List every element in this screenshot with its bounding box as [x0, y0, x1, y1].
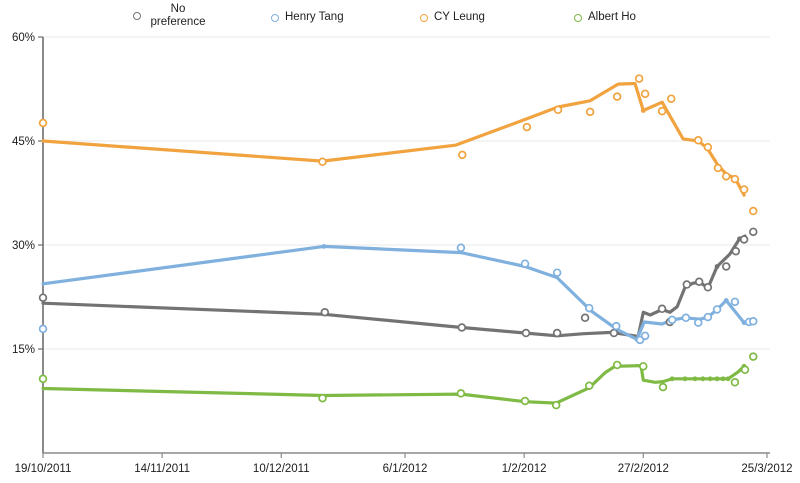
cy-leung-poll-point[interactable]	[694, 136, 703, 145]
albert-ho-trend-dot	[714, 376, 720, 382]
legend-item-albert-ho[interactable]: Albert Ho	[574, 11, 636, 24]
legend-item-henry-tang[interactable]: Henry Tang	[271, 11, 344, 24]
chart-legend: No preference Henry Tang CY Leung Albert…	[0, 0, 800, 34]
albert-ho-poll-point[interactable]	[612, 360, 622, 370]
cy-leung-poll-point[interactable]	[458, 150, 467, 160]
no-preference-marker-icon	[133, 12, 141, 20]
no-preference-poll-point[interactable]	[580, 313, 590, 323]
cy-leung-poll-point[interactable]	[612, 92, 622, 101]
cy-leung-poll-point[interactable]	[703, 142, 713, 152]
legend-label: Albert Ho	[588, 11, 636, 23]
no-preference-poll-point[interactable]	[609, 328, 619, 338]
legend-item-no-preference[interactable]: No preference	[133, 3, 209, 29]
henry-tang-poll-point[interactable]	[584, 303, 594, 313]
x-tick-label: 19/10/2011	[15, 463, 72, 475]
no-preference-poll-point[interactable]	[749, 227, 758, 237]
albert-ho-trend-dot	[725, 376, 731, 382]
cy-leung-trend-dot	[640, 108, 646, 113]
henry-tang-poll-point[interactable]	[681, 313, 691, 323]
cy-leung-poll-point[interactable]	[721, 172, 731, 181]
legend-item-cy-leung[interactable]: CY Leung	[420, 11, 485, 24]
no-preference-poll-point[interactable]	[731, 246, 741, 256]
henry-tang-poll-point[interactable]	[456, 243, 466, 253]
no-preference-poll-point[interactable]	[682, 280, 692, 289]
henry-tang-marker-icon	[271, 13, 279, 22]
y-tick-label: 15%	[12, 344, 35, 356]
albert-ho-trend-dot	[707, 376, 713, 382]
albert-ho-trend-dot	[700, 376, 706, 382]
x-tick-label: 6/1/2012	[383, 463, 428, 475]
albert-ho-poll-point[interactable]	[456, 389, 466, 398]
cy-leung-trend-line	[41, 81, 746, 197]
cy-leung-poll-point[interactable]	[666, 94, 676, 103]
cy-leung-poll-point[interactable]	[713, 163, 723, 173]
cy-leung-poll-point[interactable]	[585, 107, 595, 117]
x-tick-label: 14/11/2011	[134, 463, 190, 475]
x-tick-label: 25/3/2012	[741, 463, 792, 475]
henry-tang-poll-point[interactable]	[38, 324, 48, 334]
albert-ho-trend-dot	[720, 376, 726, 382]
henry-tang-poll-point[interactable]	[611, 321, 621, 331]
albert-ho-trend-dot	[669, 376, 675, 382]
albert-ho-poll-point[interactable]	[38, 374, 48, 384]
henry-tang-poll-point[interactable]	[694, 318, 703, 327]
albert-ho-poll-point[interactable]	[740, 365, 750, 375]
no-preference-poll-point[interactable]	[657, 304, 667, 314]
henry-tang-poll-point[interactable]	[520, 259, 530, 268]
y-tick-label: 60%	[12, 32, 35, 44]
henry-tang-poll-point[interactable]	[640, 331, 650, 341]
albert-ho-trend-dot	[682, 376, 688, 382]
no-preference-poll-point[interactable]	[457, 323, 467, 332]
henry-tang-poll-point[interactable]	[703, 312, 713, 322]
henry-tang-trend-dot	[321, 243, 327, 249]
albert-ho-trend-line	[41, 364, 746, 405]
x-tick-label: 10/12/2011	[253, 463, 310, 475]
cy-leung-poll-point[interactable]	[640, 89, 650, 99]
no-preference-poll-point[interactable]	[721, 262, 731, 271]
albert-ho-marker-icon	[574, 13, 582, 22]
legend-label: Henry Tang	[285, 11, 344, 23]
cy-leung-poll-point[interactable]	[657, 106, 667, 116]
henry-tang-poll-point[interactable]	[712, 305, 722, 314]
cy-leung-poll-point[interactable]	[522, 122, 532, 132]
no-preference-poll-point[interactable]	[739, 235, 749, 244]
cy-leung-poll-point[interactable]	[318, 157, 327, 167]
no-preference-poll-point[interactable]	[703, 283, 713, 292]
albert-ho-poll-point[interactable]	[318, 393, 327, 403]
no-preference-poll-point[interactable]	[521, 328, 531, 338]
henry-tang-poll-point[interactable]	[552, 268, 562, 277]
cy-leung-poll-point[interactable]	[634, 74, 644, 83]
cy-leung-poll-point[interactable]	[749, 206, 758, 216]
cy-leung-poll-point[interactable]	[553, 105, 563, 115]
x-tick-label: 27/2/2012	[618, 463, 669, 475]
x-tick-label: 1/2/2012	[502, 463, 547, 475]
albert-ho-trend-dot	[692, 376, 698, 382]
henry-tang-poll-point[interactable]	[749, 317, 758, 326]
albert-ho-poll-point[interactable]	[520, 396, 530, 406]
albert-ho-poll-point[interactable]	[658, 382, 668, 392]
no-preference-poll-point[interactable]	[320, 308, 330, 317]
no-preference-poll-point[interactable]	[694, 277, 704, 286]
cy-leung-poll-point[interactable]	[38, 118, 48, 128]
cy-leung-poll-point[interactable]	[730, 174, 740, 184]
legend-label: CY Leung	[434, 11, 485, 23]
legend-label: No preference	[150, 3, 206, 28]
henry-tang-trend-dot	[723, 298, 729, 303]
albert-ho-poll-point[interactable]	[639, 362, 648, 371]
no-preference-poll-point[interactable]	[38, 293, 48, 302]
y-tick-label: 30%	[12, 240, 35, 252]
no-preference-poll-point[interactable]	[552, 328, 562, 338]
cy-leung-marker-icon	[420, 13, 428, 22]
cy-leung-poll-point[interactable]	[739, 185, 749, 194]
no-preference-trend-dot	[714, 264, 720, 269]
albert-ho-poll-point[interactable]	[584, 381, 594, 390]
y-tick-label: 45%	[12, 136, 35, 148]
albert-ho-poll-point[interactable]	[730, 378, 740, 387]
henry-tang-poll-point[interactable]	[667, 315, 677, 325]
albert-ho-poll-point[interactable]	[749, 352, 758, 361]
albert-ho-poll-point[interactable]	[551, 400, 561, 410]
henry-tang-poll-point[interactable]	[730, 297, 740, 307]
